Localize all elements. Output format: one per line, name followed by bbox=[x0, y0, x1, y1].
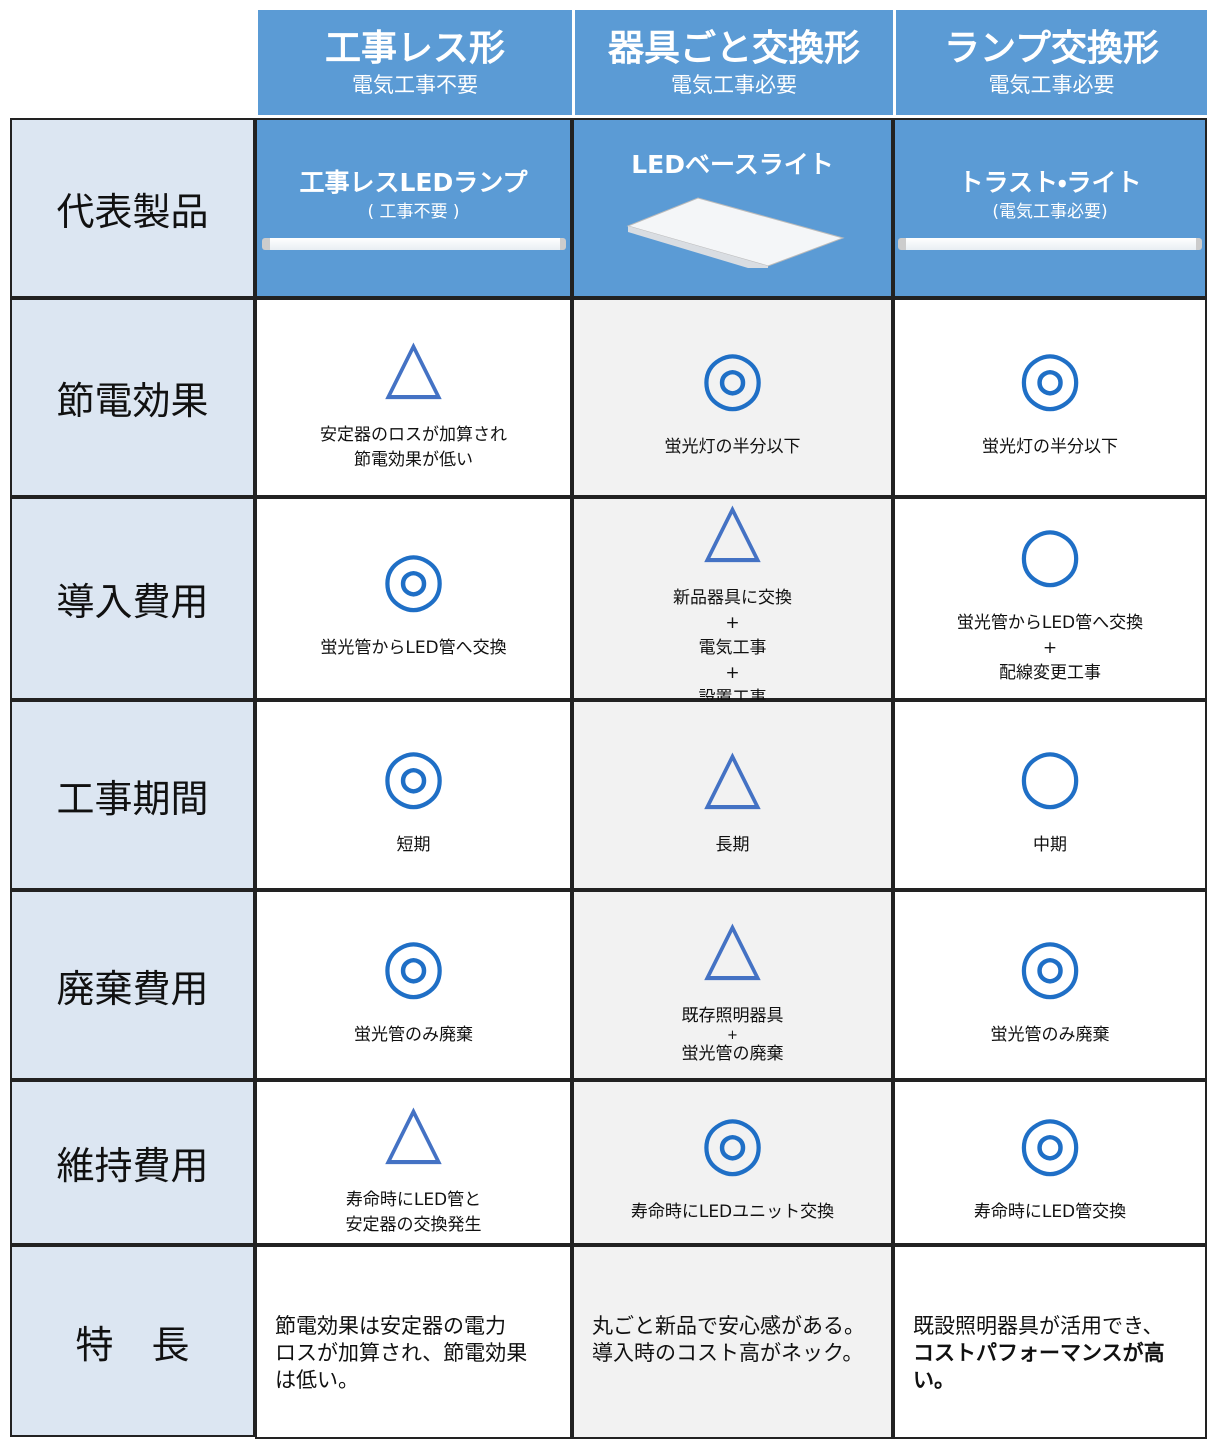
feature-text: ロスが加算され、節電効果 bbox=[275, 1341, 528, 1365]
cell-text: 新品器具に交換 bbox=[673, 588, 792, 608]
rating-mark: ◎ bbox=[1017, 334, 1083, 420]
rating-mark: ○ bbox=[1017, 510, 1083, 596]
feature-text: 導入時のコスト高がネック。 bbox=[592, 1341, 864, 1365]
feature-text: 丸ごと新品で安心感がある。 bbox=[592, 1314, 865, 1338]
rating-mark: △ bbox=[385, 321, 442, 408]
column-title: 工事レス形 bbox=[324, 27, 505, 69]
rating-mark: ◎ bbox=[1017, 921, 1083, 1008]
row-label: 廃棄費用 bbox=[10, 890, 255, 1080]
cell-text: 蛍光管からLED管へ交換 bbox=[320, 638, 507, 658]
rating-mark: ◎ bbox=[1017, 1099, 1083, 1185]
product-image bbox=[261, 238, 566, 250]
rating-mark: ◎ bbox=[700, 334, 765, 420]
product-cell: LEDベースライト bbox=[572, 118, 893, 298]
cell-text: + bbox=[1042, 638, 1058, 658]
rating-cell: △ 安定器のロスが加算され 節電効果が低い bbox=[255, 298, 572, 497]
rating-cell: △ 既存照明器具 + 蛍光管の廃棄 bbox=[572, 890, 893, 1080]
cell-text: + bbox=[725, 613, 740, 633]
rating-cell: ◎ 寿命時にLEDユニット交換 bbox=[572, 1080, 893, 1245]
rating-cell: ◎ 蛍光管からLED管へ交換 bbox=[255, 497, 572, 700]
rating-mark: ◎ bbox=[381, 921, 446, 1008]
cell-text: 寿命時にLED管と bbox=[345, 1189, 482, 1210]
rating-mark: △ bbox=[704, 485, 761, 571]
product-name: トラスト・ライト bbox=[958, 168, 1142, 197]
feature-cell: 既設照明器具が活用でき、コストパフォーマンスが高い。 bbox=[893, 1245, 1207, 1439]
cell-text: 寿命時にLED管交換 bbox=[973, 1202, 1127, 1222]
rating-cell: ○ 蛍光管からLED管へ交換 + 配線変更工事 bbox=[893, 497, 1207, 700]
column-subtitle: 電気工事不要 bbox=[352, 72, 478, 97]
rating-mark: △ bbox=[385, 1086, 442, 1173]
product-image bbox=[898, 238, 1202, 250]
rating-mark: △ bbox=[704, 902, 761, 989]
product-name: LEDベースライト bbox=[631, 150, 834, 179]
rating-mark: ◎ bbox=[381, 731, 446, 818]
cell-text: 蛍光灯の半分以下 bbox=[664, 437, 801, 457]
cell-text: + bbox=[727, 1027, 738, 1043]
rating-cell: ◎ 蛍光管のみ廃棄 bbox=[893, 890, 1207, 1080]
cell-text: 安定器の交換発生 bbox=[345, 1214, 482, 1235]
product-image bbox=[625, 197, 845, 268]
column-header: 器具ごと交換形電気工事必要 bbox=[572, 10, 893, 115]
cell-text: 長期 bbox=[715, 834, 750, 855]
cell-text: 電気工事 bbox=[698, 638, 767, 658]
cell-text: 短期 bbox=[396, 834, 431, 855]
column-subtitle: 電気工事必要 bbox=[671, 72, 797, 97]
row-label: 維持費用 bbox=[10, 1080, 255, 1245]
feature-text: 既設照明器具が活用でき、 bbox=[913, 1314, 1164, 1338]
product-name: 工事レスLEDランプ bbox=[299, 168, 528, 197]
rating-cell: ◎ 蛍光灯の半分以下 bbox=[572, 298, 893, 497]
row-label: 導入費用 bbox=[10, 497, 255, 700]
rating-cell: ◎ 短期 bbox=[255, 700, 572, 890]
cell-text: + bbox=[725, 663, 740, 683]
rating-mark: ○ bbox=[1017, 731, 1083, 818]
product-cell: 工事レスLEDランプ ( 工事不要 ) bbox=[255, 118, 572, 298]
column-header: 工事レス形電気工事不要 bbox=[255, 10, 572, 115]
feature-text: コストパフォーマンスが高い。 bbox=[913, 1341, 1165, 1392]
product-sub: ( 工事不要 ) bbox=[367, 202, 460, 222]
cell-text: 安定器のロスが加算され bbox=[320, 424, 507, 445]
cell-text: 既存照明器具 bbox=[681, 1005, 784, 1026]
feature-cell: 丸ごと新品で安心感がある。 導入時のコスト高がネック。 bbox=[572, 1245, 893, 1439]
feature-text: 節電効果は安定器の電力 bbox=[275, 1314, 506, 1338]
cell-text: 蛍光灯の半分以下 bbox=[982, 437, 1118, 457]
cell-text: 蛍光管からLED管へ交換 bbox=[956, 613, 1144, 633]
cell-text: 配線変更工事 bbox=[999, 663, 1101, 683]
rating-mark: △ bbox=[704, 731, 761, 818]
row-label: 節電効果 bbox=[10, 298, 255, 497]
feature-cell: 節電効果は安定器の電力 ロスが加算され、節電効果 は低い。 bbox=[255, 1245, 572, 1439]
cell-text: 蛍光管のみ廃棄 bbox=[990, 1024, 1110, 1045]
cell-text: 寿命時にLEDユニット交換 bbox=[630, 1202, 835, 1222]
cell-text: 節電効果が低い bbox=[354, 449, 473, 470]
column-subtitle: 電気工事必要 bbox=[988, 72, 1115, 97]
product-sub: (電気工事必要) bbox=[992, 202, 1108, 222]
rating-cell: △ 寿命時にLED管と 安定器の交換発生 bbox=[255, 1080, 572, 1245]
rating-cell: △ 新品器具に交換 + 電気工事 + 設置工事 bbox=[572, 486, 893, 708]
cell-text: 蛍光管の廃棄 bbox=[681, 1043, 784, 1064]
column-title: ランプ交換形 bbox=[944, 27, 1159, 69]
rating-cell: ◎ 蛍光灯の半分以下 bbox=[893, 298, 1207, 497]
row-label: 代表製品 bbox=[10, 118, 255, 298]
product-cell: トラスト・ライト (電気工事必要) bbox=[893, 118, 1207, 298]
rating-mark: ◎ bbox=[381, 535, 446, 621]
rating-cell: △ 長期 bbox=[572, 700, 893, 890]
rating-cell: ○ 中期 bbox=[893, 700, 1207, 890]
column-header: ランプ交換形電気工事必要 bbox=[893, 10, 1207, 115]
feature-text: は低い。 bbox=[275, 1368, 359, 1392]
row-label: 工事期間 bbox=[10, 700, 255, 890]
cell-text: 中期 bbox=[1033, 834, 1067, 855]
column-title: 器具ごと交換形 bbox=[607, 27, 860, 69]
cell-text: 蛍光管のみ廃棄 bbox=[354, 1024, 473, 1045]
rating-cell: ◎ 寿命時にLED管交換 bbox=[893, 1080, 1207, 1245]
row-label: 特 長 bbox=[10, 1245, 255, 1437]
rating-mark: ◎ bbox=[700, 1099, 765, 1185]
rating-cell: ◎ 蛍光管のみ廃棄 bbox=[255, 890, 572, 1080]
